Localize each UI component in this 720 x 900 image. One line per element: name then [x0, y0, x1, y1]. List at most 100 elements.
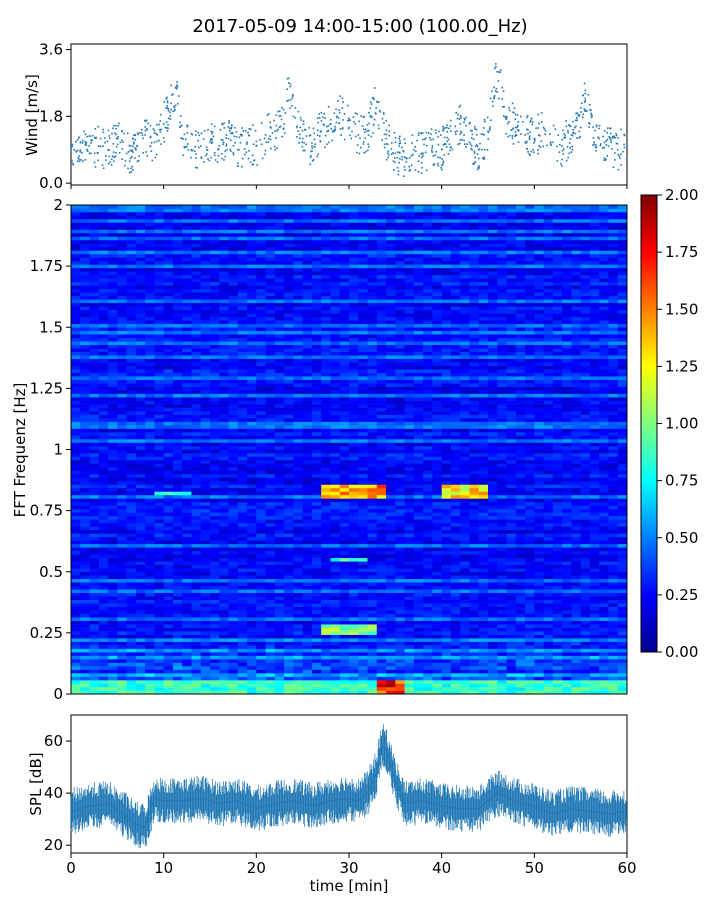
wind-point — [533, 151, 535, 154]
spectrogram-cell — [219, 393, 229, 398]
spectrogram-cell — [247, 470, 257, 475]
spectrogram-cell — [145, 393, 155, 398]
spectrogram-cell — [126, 404, 137, 408]
spectrogram-cell — [219, 484, 229, 489]
spectrogram-cell — [311, 564, 322, 569]
spectrogram-cell — [311, 246, 322, 251]
spectrogram-cell — [163, 334, 174, 339]
spectrogram-cell — [191, 550, 202, 555]
spectrogram-cell — [219, 288, 229, 293]
spectrogram-cell — [237, 432, 248, 436]
spectrogram-cell — [237, 260, 248, 265]
spectrogram-cell — [311, 215, 322, 220]
spectrogram-cell — [154, 435, 165, 440]
spectrogram-cell — [210, 648, 220, 653]
spectrogram-cell — [108, 589, 118, 593]
wind-point — [248, 150, 250, 152]
spectrogram-cell — [311, 631, 322, 635]
spectrogram-cell — [172, 631, 183, 635]
spectrogram-cell — [210, 662, 220, 667]
spectrogram-cell — [210, 536, 220, 541]
spectrogram-cell — [71, 456, 81, 461]
spectrogram-cell — [302, 655, 313, 660]
spectrogram-cell — [154, 386, 165, 391]
spectrogram-cell — [163, 571, 174, 576]
spectrogram-cell — [274, 281, 285, 286]
spectrogram-cell — [135, 641, 146, 646]
spectrogram-cell — [182, 267, 192, 272]
spectrogram-cell — [182, 369, 192, 373]
spectrogram-cell — [302, 508, 313, 513]
spectrogram-cell — [200, 253, 211, 258]
spectrogram-cell — [293, 288, 304, 293]
spectrogram-cell — [89, 449, 100, 454]
spectrogram-cell — [219, 631, 229, 635]
spectrogram-cell — [311, 253, 322, 258]
spectrogram-cell — [108, 225, 118, 230]
spectrogram-cell — [71, 494, 81, 499]
spectrogram-cell — [117, 519, 127, 524]
spectrogram-cell — [293, 557, 304, 562]
spectrogram-cell — [210, 620, 220, 625]
wind-point — [221, 123, 224, 126]
spectrogram-cell — [237, 327, 248, 332]
spectrogram-cell — [108, 603, 118, 607]
spectrogram-cell — [191, 274, 202, 279]
wind-point — [459, 115, 462, 117]
spectrogram-cell — [265, 515, 276, 520]
spectrogram-cell — [117, 400, 127, 405]
spectrogram-cell — [145, 522, 155, 527]
spectrogram-cell — [200, 543, 211, 548]
spectrogram-cell — [98, 341, 109, 346]
spectrogram-cell — [200, 624, 211, 628]
spectrogram-cell — [274, 662, 285, 667]
spectrogram-cell — [237, 459, 248, 464]
wind-point — [505, 133, 507, 135]
spectrogram-cell — [108, 383, 118, 387]
wind-point — [348, 126, 350, 129]
spectrogram-cell — [182, 459, 192, 464]
spectrogram-cell — [191, 662, 202, 667]
spectrogram-cell — [256, 487, 266, 492]
wind-point — [141, 132, 143, 134]
spectrogram-cell — [71, 351, 81, 356]
spectrogram-cell — [200, 554, 211, 559]
wind-point — [583, 82, 586, 85]
spectrogram-cell — [302, 299, 313, 304]
spectrogram-cell — [293, 446, 304, 450]
spectrogram-cell — [126, 435, 137, 440]
wind-point — [210, 137, 213, 140]
spectrogram-cell — [98, 638, 109, 642]
spectrogram-cell — [163, 484, 174, 489]
spectrogram-cell — [182, 205, 192, 209]
spectrogram-cell — [237, 641, 248, 646]
spectrogram-cell — [293, 473, 304, 478]
spectrogram-cell — [302, 645, 313, 649]
spectrogram-cell — [284, 442, 294, 447]
spectrogram-cell — [71, 683, 81, 688]
spectrogram-cell — [172, 355, 183, 359]
spectrogram-cell — [191, 421, 202, 426]
spectrogram-cell — [228, 624, 239, 628]
spectrogram-cell — [321, 673, 331, 677]
spectrogram-cell — [172, 547, 183, 552]
spectrogram-cell — [293, 585, 304, 590]
spectrogram-cell — [80, 568, 90, 573]
spectrogram-cell — [71, 250, 81, 255]
wind-point — [459, 142, 461, 145]
wind-point — [479, 142, 481, 145]
spectrogram-cell — [247, 599, 257, 604]
spectrogram-cell — [228, 519, 239, 524]
spectrogram-cell — [247, 652, 257, 656]
wind-point — [115, 152, 117, 154]
wind-point — [146, 155, 149, 157]
spectrogram-cell — [210, 407, 220, 412]
spectrogram-cell — [247, 341, 257, 346]
spectrogram-cell — [256, 501, 266, 506]
spectrogram-cell — [126, 526, 137, 531]
wind-point — [131, 149, 133, 151]
spectrogram-cell — [293, 432, 304, 436]
spectrogram-cell — [219, 526, 229, 531]
spectrogram-cell — [191, 267, 202, 272]
spectrogram-cell — [293, 376, 304, 380]
